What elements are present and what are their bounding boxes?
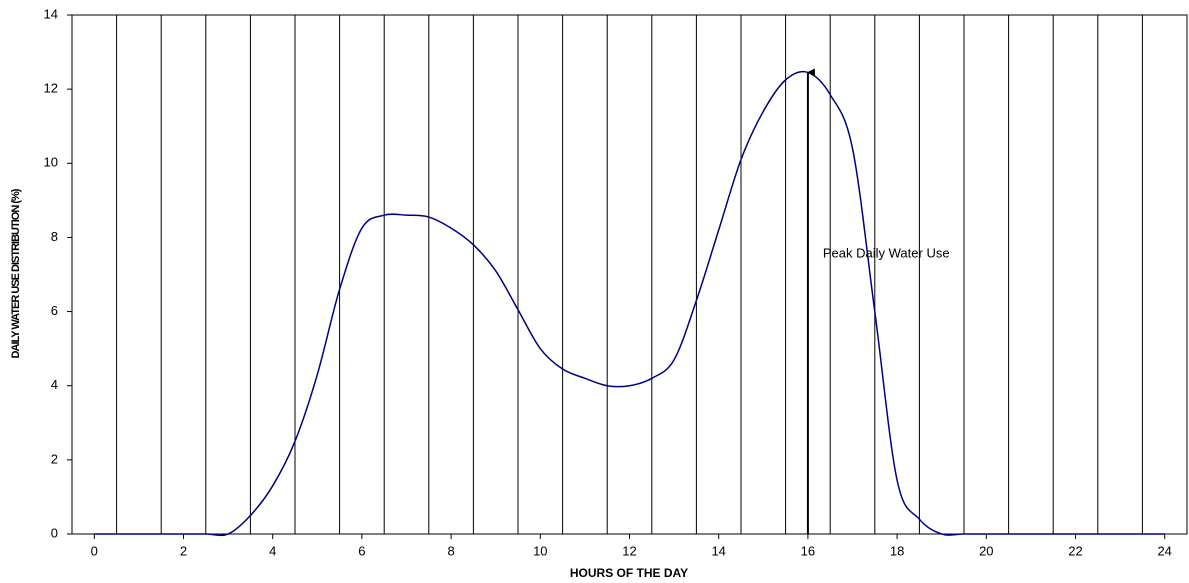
y-tick-label: 2 [51, 451, 58, 466]
x-axis-title: HOURS OF THE DAY [570, 566, 688, 580]
x-tick-label: 16 [801, 543, 815, 558]
x-tick-label: 10 [533, 543, 547, 558]
x-tick-label: 6 [358, 543, 365, 558]
y-tick-label: 14 [44, 6, 58, 21]
y-tick-label: 8 [51, 229, 58, 244]
y-axis-title: DAILY WATER USE DISTRIBUTION (%) [10, 188, 22, 358]
y-tick-label: 12 [44, 81, 58, 96]
y-tick-label: 0 [51, 525, 58, 540]
chart: HOURS OF THE DAY DAILY WATER USE DISTRIB… [0, 0, 1189, 583]
page: {"chart_data": { "type": "line", "xlabel… [0, 0, 1189, 583]
annotation-text: Peak Daily Water Use [823, 245, 950, 260]
x-tick-label: 18 [890, 543, 904, 558]
x-tick-label: 12 [622, 543, 636, 558]
x-tick-label: 4 [269, 543, 276, 558]
x-tick-label: 0 [91, 543, 98, 558]
x-tick-label: 22 [1068, 543, 1082, 558]
x-tick-label: 24 [1157, 543, 1171, 558]
x-tick-label: 8 [447, 543, 454, 558]
x-tick-label: 14 [711, 543, 725, 558]
y-tick-label: 4 [51, 377, 58, 392]
x-tick-label: 2 [180, 543, 187, 558]
x-tick-label: 20 [979, 543, 993, 558]
plot-area [72, 15, 1187, 534]
y-tick-label: 6 [51, 303, 58, 318]
data-line [94, 72, 1164, 536]
y-tick-label: 10 [44, 155, 58, 170]
